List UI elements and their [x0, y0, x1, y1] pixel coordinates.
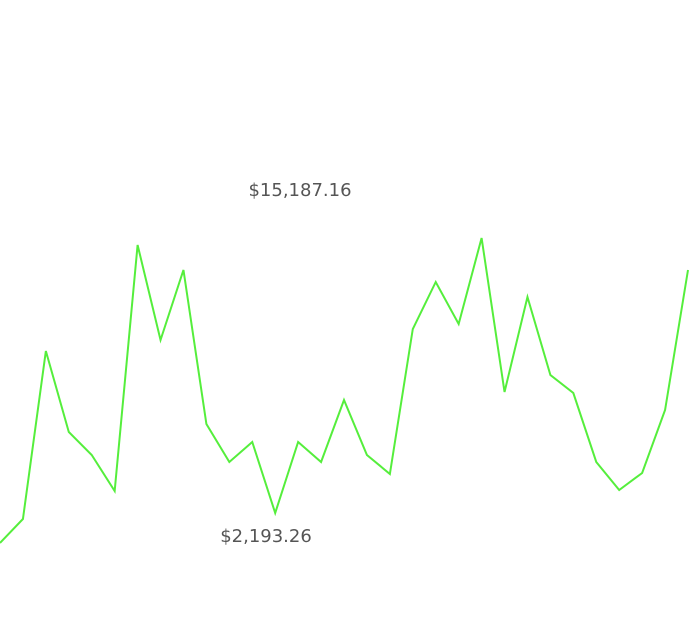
- min-annotation: $2,193.26: [220, 526, 312, 547]
- max-annotation: $15,187.16: [248, 180, 351, 201]
- line-series: [0, 237, 689, 544]
